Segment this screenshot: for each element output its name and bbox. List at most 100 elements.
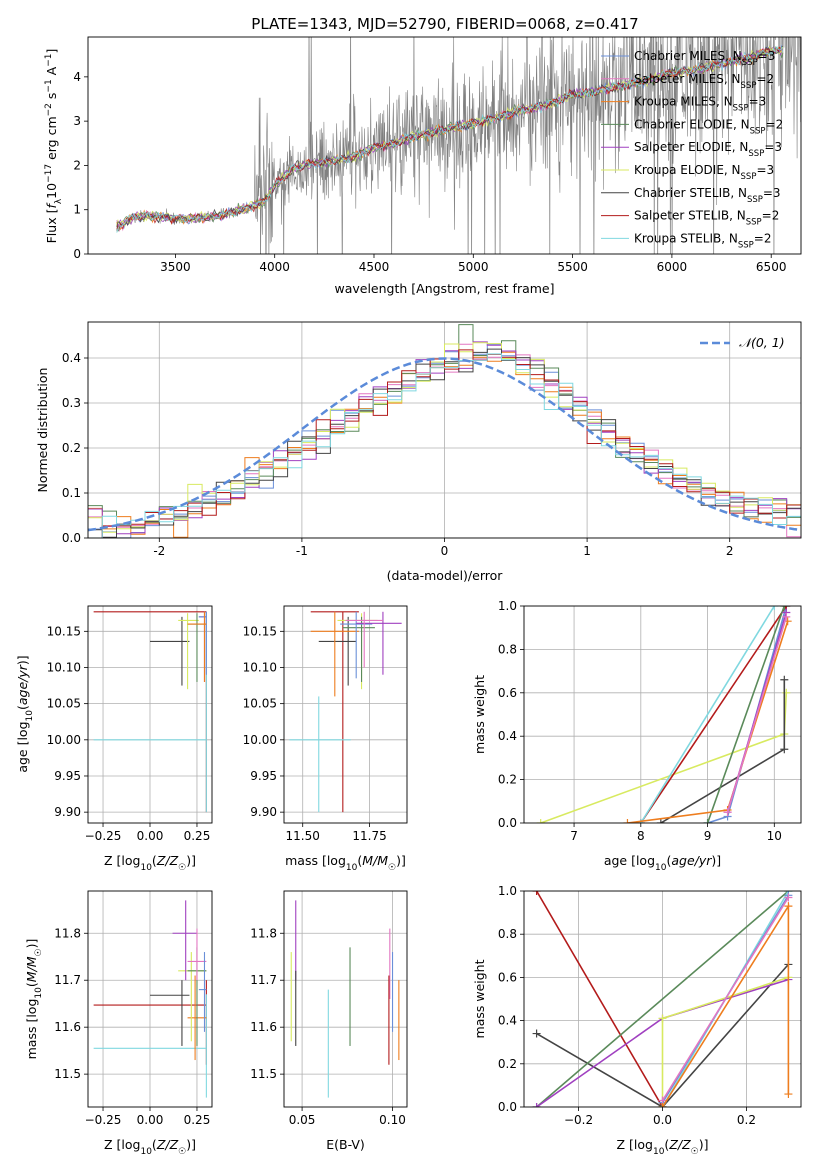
- legend-tail: =2: [766, 117, 784, 131]
- label-part: 10: [34, 987, 44, 999]
- axes-frame: [87, 321, 802, 539]
- x-tick-label: -2: [153, 544, 165, 558]
- legend-sub: SSP: [741, 172, 757, 182]
- x-axis-label: age [log10(age/yr)]: [604, 853, 721, 873]
- y-tick-label: 0.2: [498, 1057, 517, 1071]
- x-tick-label: 4000: [259, 260, 290, 274]
- y-tick-label: 9.90: [250, 805, 277, 819]
- label-part: λ: [54, 198, 64, 204]
- weight-marker: [784, 1090, 793, 1099]
- weight-marker: [770, 606, 779, 610]
- errorbar-point-salpeter-elodie: [198, 611, 207, 682]
- histogram-salpeter-stelib: [88, 349, 801, 538]
- legend-entry-normal: 𝒩(0, 1): [739, 335, 785, 350]
- label-part: )]: [15, 655, 30, 665]
- weight-line: [706, 606, 786, 823]
- weight-line: [540, 692, 788, 823]
- legend-text: Kroupa MILES, N: [634, 95, 733, 109]
- plot-area: [116, 37, 801, 254]
- weight-series-kroupa-elodie: [536, 688, 791, 823]
- legend-sub: SSP: [750, 126, 766, 136]
- x-tick-label: 0: [441, 544, 449, 558]
- y-tick-label: 0.4: [498, 729, 517, 743]
- y-tick-label: 9.95: [250, 769, 277, 783]
- label-part: )]: [711, 853, 721, 868]
- label-part: ☉: [178, 863, 186, 873]
- legend-tail: =3: [758, 49, 776, 63]
- axes-frame: [87, 890, 213, 1108]
- errorbar-point-salpeter-elodie: [356, 611, 402, 675]
- y-axis-label: age [log10(age/yr)]: [15, 655, 35, 772]
- axes-frame: [283, 605, 408, 824]
- axes-frame: [523, 605, 802, 824]
- histogram-kroupa-stelib: [88, 353, 801, 538]
- x-tick-label: −0.25: [85, 829, 122, 843]
- weight-marker: [536, 819, 545, 823]
- weight-marker: [703, 819, 712, 823]
- errorbar-point-kroupa-stelib: [289, 696, 351, 813]
- label-part: Z/Z: [156, 1137, 179, 1152]
- legend-entry: Salpeter STELIB, NSSP=2: [634, 209, 779, 228]
- label-part: )]: [186, 853, 196, 868]
- y-tick-label: 0.1: [62, 486, 81, 500]
- label-part: ☉: [388, 863, 396, 873]
- legend-entry: Chabrier ELODIE, NSSP=2: [634, 117, 783, 136]
- y-tick-label: 10.05: [47, 697, 81, 711]
- legend-tail: =3: [756, 163, 774, 177]
- x-tick-label: 0.0: [653, 1113, 672, 1127]
- chart-panels: 3500 4000 4500 5000 5500 6000 6500 0 1 2 3 4 Chabrie…: [15, 36, 802, 1157]
- label-part: −1: [44, 53, 54, 66]
- legend-sub: SSP: [741, 81, 757, 91]
- x-tick-label: 0.00: [137, 1113, 164, 1127]
- y-tick-label: 10.10: [243, 660, 277, 674]
- x-tick-label: 9: [704, 829, 712, 843]
- weight-line: [535, 891, 664, 1107]
- y-tick-label: 11.8: [250, 926, 277, 940]
- weight-line: [726, 616, 788, 813]
- label-part: −1: [44, 79, 54, 92]
- y-tick-label: 9.95: [54, 769, 81, 783]
- legend-sub: SSP: [738, 240, 754, 250]
- x-tick-label: −0.2: [564, 1113, 593, 1127]
- errorbar-point-kroupa-miles: [310, 611, 359, 697]
- weight-marker: [532, 891, 541, 895]
- y-tick-label: 10.00: [243, 733, 277, 747]
- legend-entry: Kroupa MILES, NSSP=3: [634, 95, 766, 114]
- x-axis-label: E(B-V): [326, 1137, 365, 1152]
- legend-sub: SSP: [746, 218, 762, 228]
- errorbar-point-chabrier-miles: [340, 611, 373, 679]
- label-part: (: [357, 853, 362, 868]
- label-part: )]: [396, 853, 406, 868]
- plot-area: [524, 606, 801, 823]
- label-part: 10: [140, 863, 152, 873]
- label-part: (: [15, 705, 30, 710]
- x-tick-label: 10: [767, 829, 782, 843]
- x-tick-label: 4500: [359, 260, 390, 274]
- plot-area: [88, 322, 801, 538]
- x-axis-label: wavelength [Angstrom, rest frame]: [334, 281, 554, 296]
- label-part: E(B-V): [326, 1137, 365, 1152]
- legend-text: Kroupa ELODIE, N: [634, 163, 741, 177]
- label-part: Z/Z: [668, 1137, 691, 1152]
- y-tick-label: 0.8: [498, 927, 517, 941]
- label-part: (: [666, 853, 671, 868]
- panel-age_vs_mass: 11.50 11.75 9.90 9.95 10.00 10.05 10.10 10.15 ma…: [243, 605, 408, 873]
- x-tick-label: 5000: [458, 260, 489, 274]
- model-line-kroupa-stelib: [116, 45, 784, 233]
- y-tick-label: 11.5: [250, 1067, 277, 1081]
- x-tick-label: 2: [726, 544, 734, 558]
- errorbar-point-salpeter-miles: [187, 928, 207, 981]
- weight-marker: [532, 1103, 541, 1107]
- y-tick-label: 0.0: [498, 816, 517, 830]
- weight-marker: [658, 1103, 667, 1107]
- weight-marker: [784, 893, 793, 902]
- legend-tail: =2: [762, 209, 780, 223]
- normal-distribution-curve: [88, 357, 801, 532]
- x-tick-label: 6000: [657, 260, 688, 274]
- legend-sub: SSP: [747, 195, 763, 205]
- label-part: (: [24, 982, 39, 987]
- legend-tail: =3: [763, 186, 781, 200]
- weight-line: [640, 606, 787, 823]
- legend-tail: =3: [749, 95, 767, 109]
- label-part: −2: [44, 103, 54, 116]
